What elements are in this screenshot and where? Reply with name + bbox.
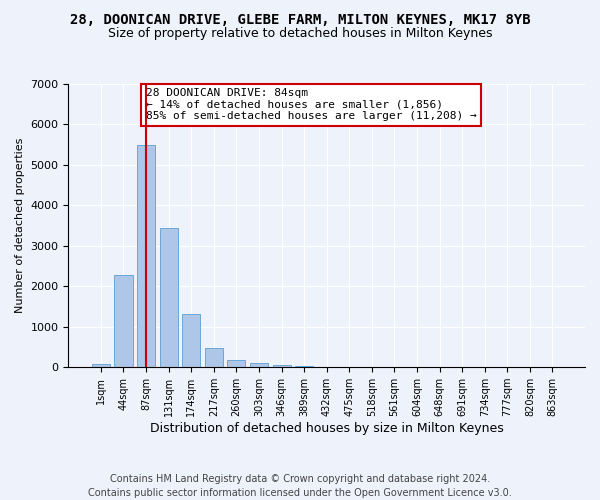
Bar: [160, 228, 178, 367]
Bar: [182, 314, 200, 367]
Bar: [295, 366, 313, 367]
Text: Contains HM Land Registry data © Crown copyright and database right 2024.
Contai: Contains HM Land Registry data © Crown c…: [88, 474, 512, 498]
Bar: [272, 364, 290, 367]
Text: Size of property relative to detached houses in Milton Keynes: Size of property relative to detached ho…: [108, 28, 492, 40]
Bar: [92, 364, 110, 367]
Bar: [227, 360, 245, 367]
Y-axis label: Number of detached properties: Number of detached properties: [15, 138, 25, 314]
Text: 28 DOONICAN DRIVE: 84sqm
← 14% of detached houses are smaller (1,856)
85% of sem: 28 DOONICAN DRIVE: 84sqm ← 14% of detach…: [146, 88, 476, 122]
X-axis label: Distribution of detached houses by size in Milton Keynes: Distribution of detached houses by size …: [150, 422, 503, 435]
Bar: [205, 348, 223, 367]
Bar: [137, 146, 155, 367]
Bar: [250, 363, 268, 367]
Text: 28, DOONICAN DRIVE, GLEBE FARM, MILTON KEYNES, MK17 8YB: 28, DOONICAN DRIVE, GLEBE FARM, MILTON K…: [70, 12, 530, 26]
Bar: [115, 275, 133, 367]
